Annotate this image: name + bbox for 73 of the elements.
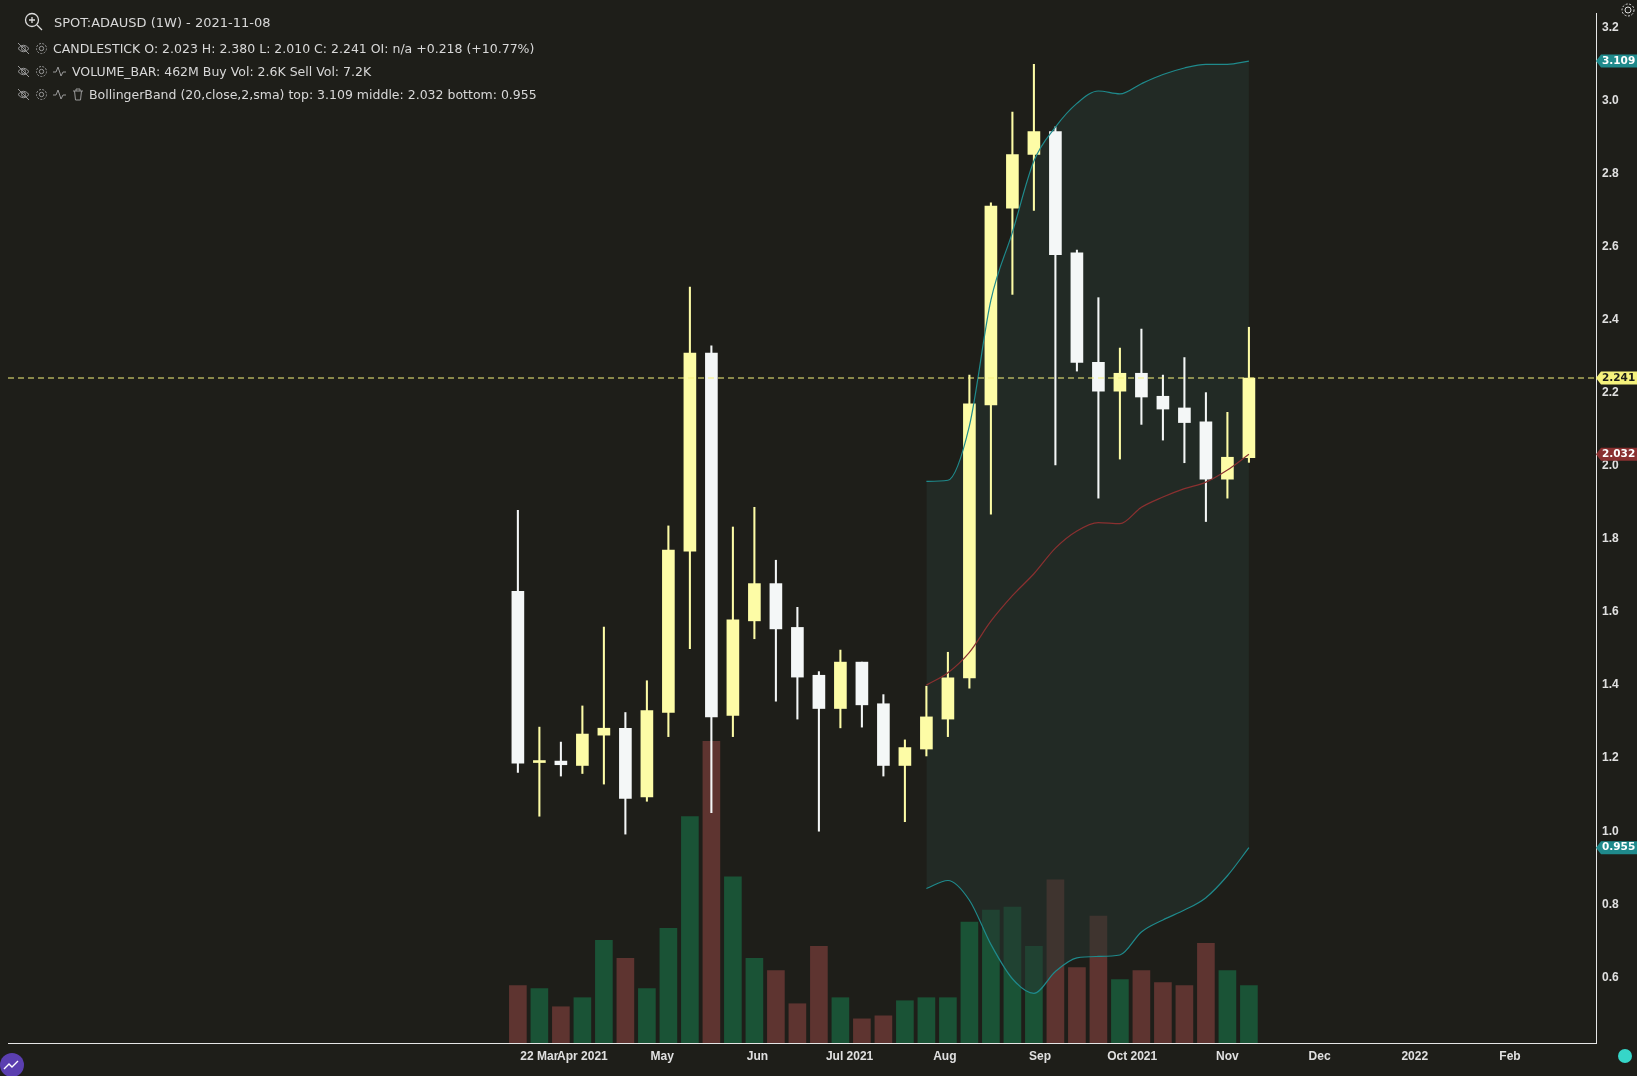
bar (659, 927, 678, 1043)
bar (530, 988, 549, 1043)
x-tick-label: 22 Mar (520, 1048, 559, 1063)
bar (595, 939, 613, 1043)
bar (896, 1000, 914, 1043)
bar (573, 997, 592, 1043)
annotation: VOLUME_BAR: 462M Buy Vol: 2.6K Sell Vol: 7.2K (72, 64, 372, 79)
y-tick-label: 3.0 (1602, 93, 1620, 108)
bar (767, 970, 785, 1043)
bar (982, 909, 1000, 1043)
bar (1046, 879, 1065, 1043)
bar (1068, 967, 1086, 1043)
ref-line-label: 2.241 (1602, 370, 1636, 383)
y-tick-label: 1.2 (1602, 750, 1620, 765)
bar (1111, 979, 1129, 1043)
y-tick-label: 0.6 (1602, 969, 1620, 984)
y-tick-label: 2.0 (1602, 458, 1620, 473)
x-tick-label: 2022 (1401, 1048, 1429, 1063)
line-series (925, 453, 1250, 686)
y-tick-label: 1.4 (1602, 677, 1620, 692)
line-series (925, 60, 1250, 482)
y-tick-label: 1.8 (1602, 531, 1620, 546)
bar (917, 997, 936, 1043)
candlestick (533, 726, 546, 817)
text: 0.955 (1602, 840, 1636, 853)
x-tick-label: Jun (746, 1048, 769, 1063)
x-tick-label: Apr 2021 (557, 1048, 609, 1063)
bar (509, 985, 527, 1043)
bar (960, 921, 979, 1043)
y-tick-label: 2.8 (1602, 166, 1620, 181)
y-tick-label: 2.2 (1602, 385, 1620, 400)
bar (788, 1003, 807, 1043)
bar (810, 946, 828, 1043)
y-tick-label: 1.6 (1602, 604, 1620, 619)
bar (745, 958, 764, 1043)
text: 3.109 (1602, 53, 1636, 66)
bar (1218, 970, 1237, 1043)
bar (681, 816, 699, 1043)
annotation: CANDLESTICK O: 2.023 H: 2.380 L: 2.010 C: 2.241 OI: n/a +0.218 (+10.77%) (53, 41, 535, 56)
x-tick-label: Jul 2021 (825, 1048, 874, 1063)
bar (702, 741, 721, 1043)
bar (831, 997, 850, 1043)
x-tick-label: Nov (1216, 1048, 1240, 1063)
y-tick-label: 0.8 (1602, 896, 1620, 911)
text: 2.032 (1602, 447, 1636, 460)
x-tick-label: Aug (933, 1048, 957, 1063)
bar (616, 958, 635, 1043)
bar (874, 1015, 893, 1043)
x-tick-label: May (650, 1048, 675, 1063)
bar (1197, 943, 1215, 1043)
x-tick-label: Sep (1029, 1048, 1052, 1063)
line-series (925, 847, 1250, 994)
bar (1089, 915, 1108, 1043)
y-tick-label: 3.2 (1602, 20, 1620, 35)
bar (1025, 946, 1043, 1043)
bar (1175, 985, 1194, 1043)
bar (724, 876, 742, 1043)
bar (1132, 970, 1151, 1043)
x-tick-label: Dec (1308, 1048, 1331, 1063)
y-tick-label: 1.0 (1602, 823, 1620, 838)
bar (552, 1006, 570, 1043)
bar (1154, 982, 1172, 1043)
bar (939, 997, 957, 1043)
x-tick-label: Oct 2021 (1107, 1048, 1158, 1063)
y-tick-label: 2.4 (1602, 312, 1620, 327)
annotation: BollingerBand (20,close,2,sma) top: 3.109 middle: 2.032 bottom: 0.955 (89, 87, 537, 102)
bar (638, 988, 656, 1043)
bar (1240, 985, 1258, 1043)
x-tick-label: Feb (1499, 1048, 1521, 1063)
y-tick-label: 2.6 (1602, 239, 1620, 254)
bar (1003, 906, 1022, 1043)
bar (853, 1018, 871, 1043)
chart-title: SPOT:ADAUSD (1W) - 2021-11-08 (54, 15, 271, 30)
